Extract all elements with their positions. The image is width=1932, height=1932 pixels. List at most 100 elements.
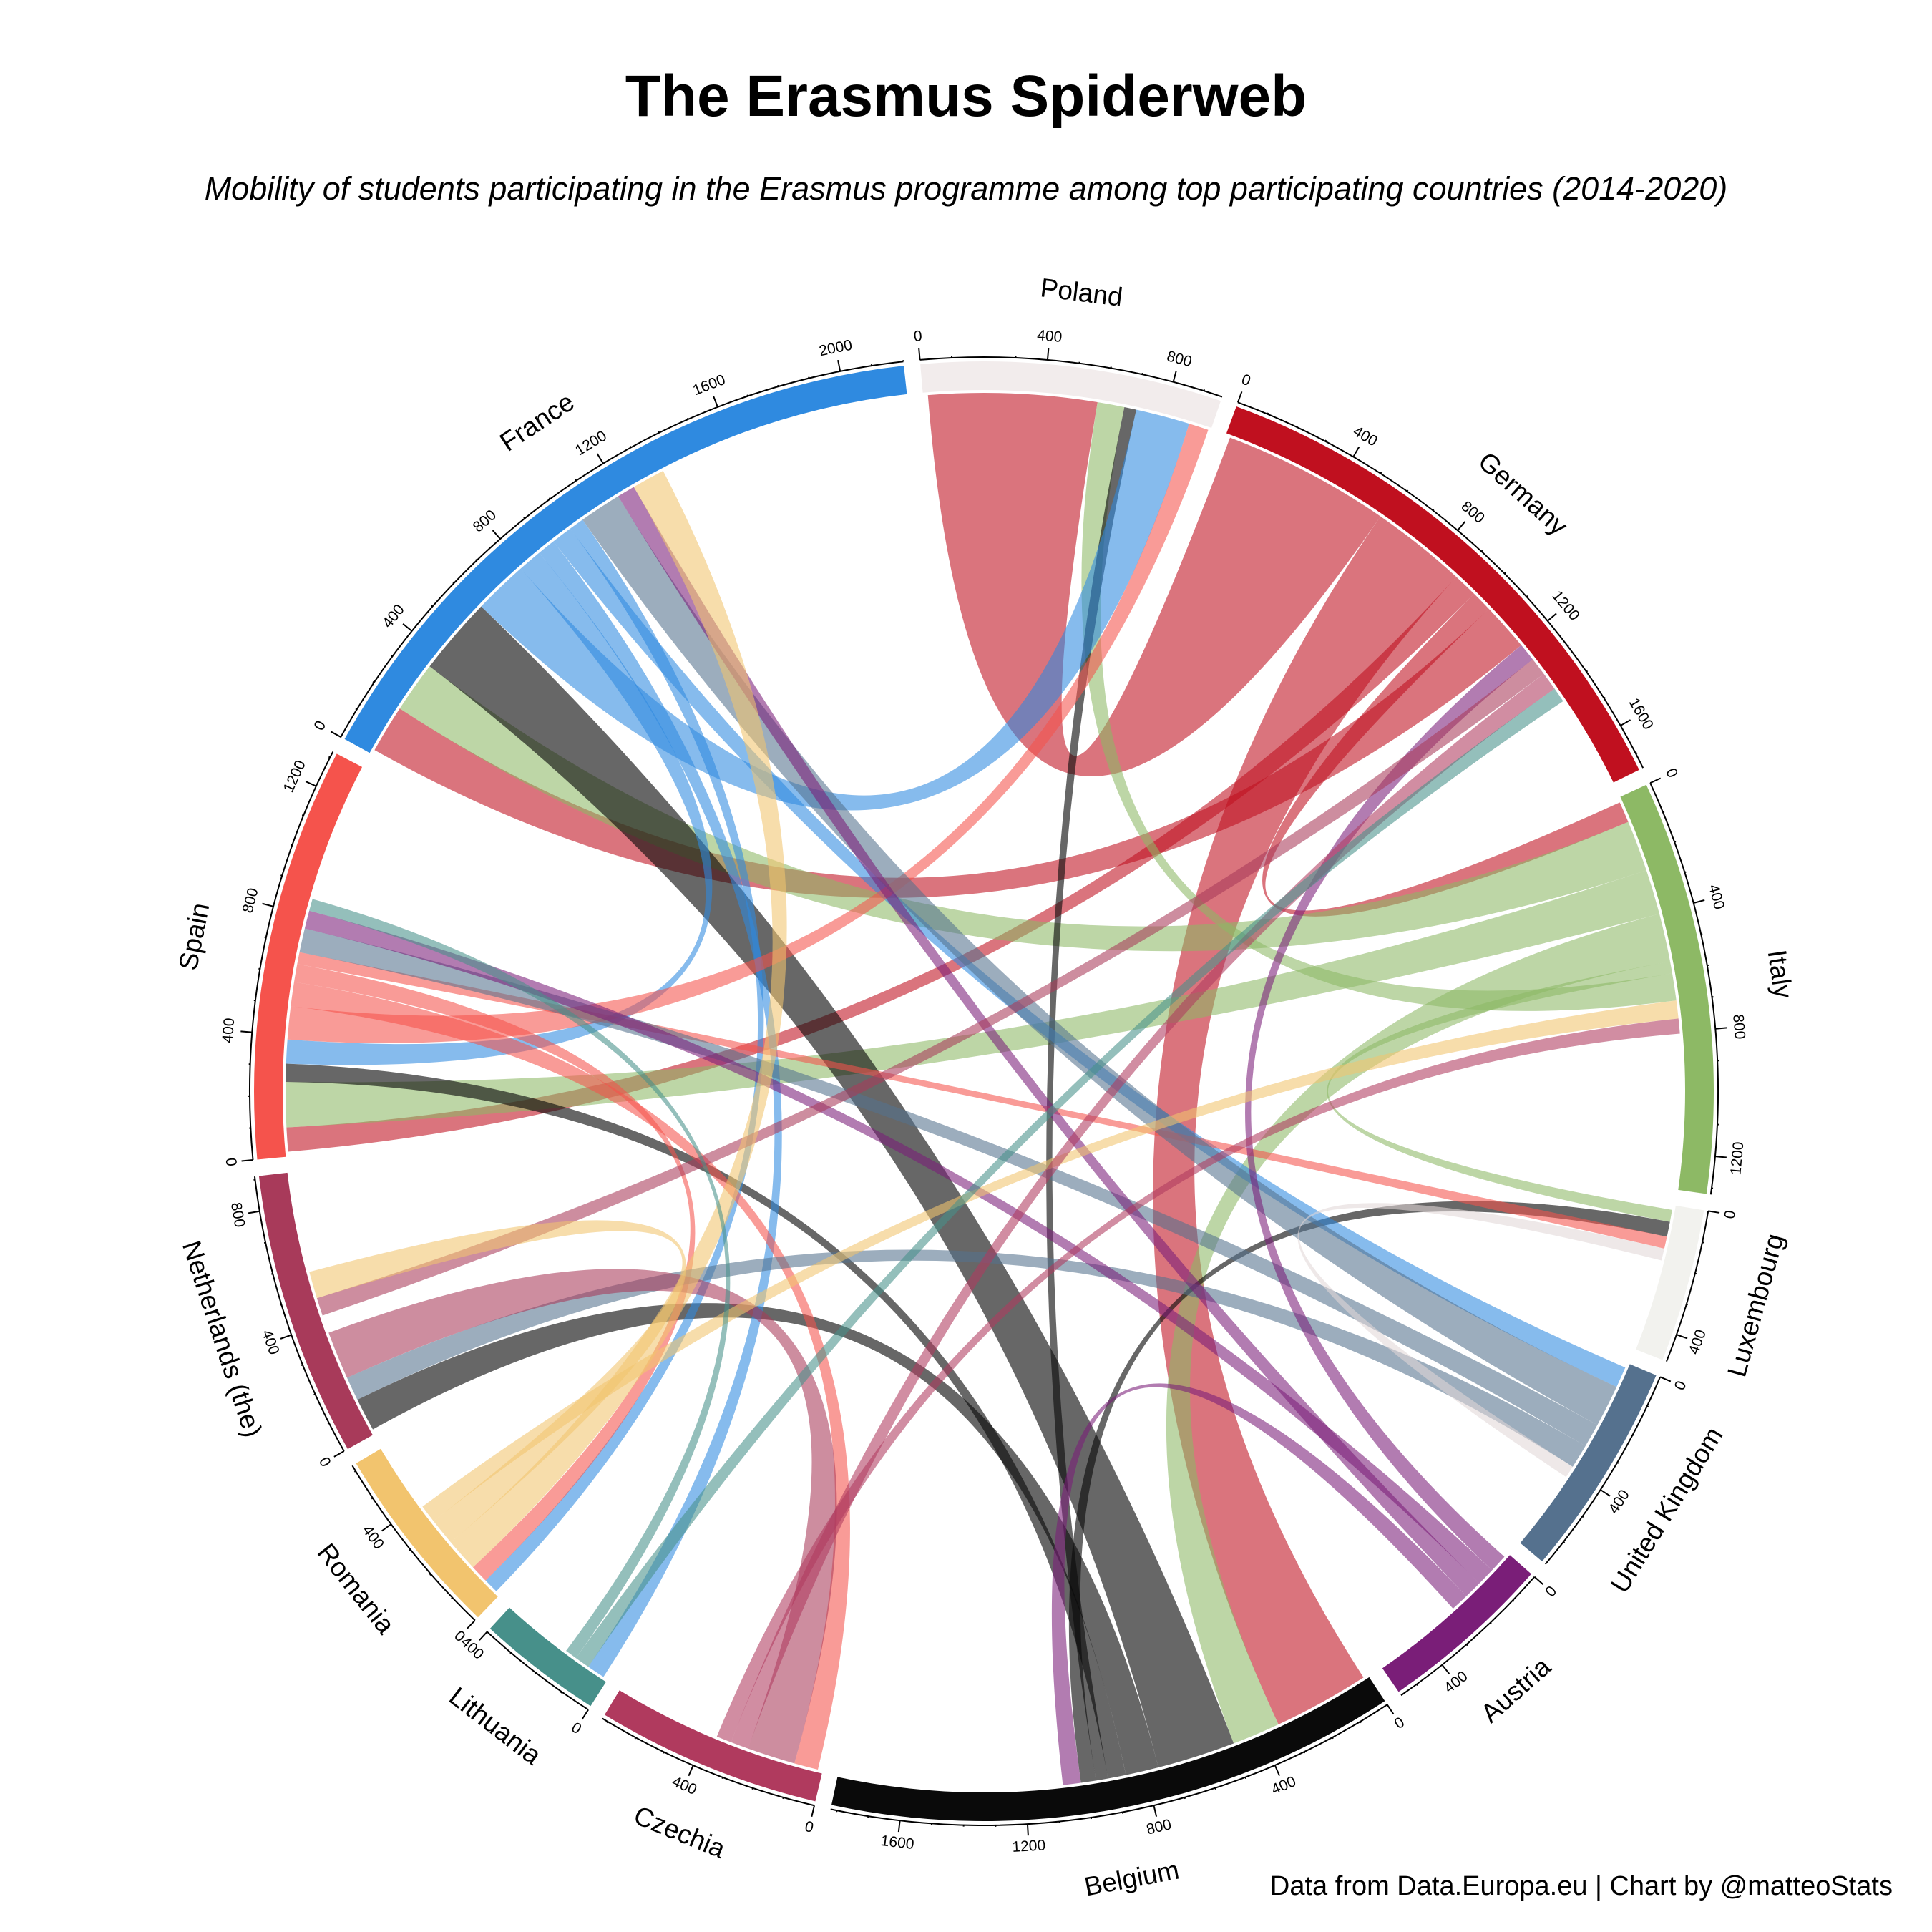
tick-label: 800: [240, 887, 262, 915]
tick-mark: [811, 1805, 816, 1818]
group-axis: [487, 1631, 589, 1711]
tick-label: 400: [1705, 883, 1727, 912]
group-arcs-layer: [240, 348, 1727, 1836]
tick-mark: [1600, 1489, 1611, 1497]
tick-mark: [1214, 1787, 1216, 1790]
tick-mark: [1582, 1516, 1584, 1518]
tick-label: 400: [258, 1328, 282, 1357]
tick-mark: [629, 446, 632, 448]
group-arc-romania: [356, 1448, 498, 1618]
group-axis: [340, 361, 904, 738]
tick-mark: [353, 1470, 356, 1473]
tick-mark: [333, 1450, 345, 1458]
ribbon-united-kingdom-to-spain: [299, 928, 1598, 1446]
tick-mark: [1708, 1210, 1720, 1214]
tick-mark: [492, 530, 501, 540]
tick-label: 0: [1392, 1714, 1407, 1732]
tick-mark: [1674, 841, 1677, 843]
tick-mark: [1153, 1805, 1158, 1817]
ribbon-belgium-to-france: [429, 606, 1234, 1768]
group-arc-poland: [920, 361, 1221, 429]
tick-label: 0: [1239, 371, 1253, 390]
tick-mark: [1662, 811, 1665, 814]
group-arc-belgium: [831, 1677, 1385, 1821]
tick-mark: [1380, 472, 1382, 474]
tick-label: 1600: [1626, 696, 1657, 733]
tick-label: 2000: [818, 337, 854, 360]
group-arc-austria: [1382, 1555, 1532, 1692]
tick-mark: [1324, 439, 1327, 442]
tick-label: 400: [379, 601, 408, 631]
group-axis: [1544, 1376, 1662, 1565]
ribbons-layer: [286, 393, 1680, 1785]
tick-label: 400: [1606, 1487, 1633, 1517]
tick-mark: [372, 680, 375, 683]
tick-mark: [1503, 572, 1506, 575]
group-label-germany: Germany: [1473, 447, 1574, 542]
tick-mark: [1586, 670, 1589, 673]
tick-mark: [431, 605, 433, 608]
group-label-italy: Italy: [1762, 948, 1799, 1001]
group-label-netherlands-the-: Netherlands (the): [177, 1237, 268, 1441]
tick-mark: [1693, 899, 1705, 904]
tick-mark: [330, 731, 341, 738]
group-axis: [602, 1717, 815, 1807]
tick-mark: [402, 623, 413, 632]
group-arc-italy: [1620, 784, 1714, 1194]
tick-mark: [280, 1334, 292, 1340]
tick-mark: [1274, 1765, 1280, 1777]
tick-mark: [1172, 371, 1177, 382]
tick-mark: [509, 1652, 512, 1655]
group-label-poland: Poland: [1039, 273, 1124, 312]
tick-mark: [1465, 1644, 1468, 1646]
tick-label: 0: [1542, 1583, 1560, 1600]
tick-label: 400: [359, 1523, 387, 1553]
group-label-luxembourg: Luxembourg: [1722, 1230, 1789, 1380]
tick-mark: [1386, 1704, 1395, 1715]
tick-label: 800: [470, 507, 500, 535]
tick-mark: [782, 1797, 784, 1800]
tick-mark: [1547, 613, 1557, 622]
tick-mark: [1457, 521, 1466, 531]
tick-mark: [313, 1393, 316, 1396]
tick-mark: [523, 517, 526, 519]
tick-mark: [1236, 391, 1243, 403]
ribbon-netherlands-the--to-czechia: [328, 1269, 837, 1764]
group-arc-netherlands-the-: [258, 1172, 373, 1450]
tick-mark: [1184, 1797, 1186, 1800]
group-label-lithuania: Lithuania: [444, 1682, 547, 1770]
tick-mark: [371, 1497, 374, 1500]
tick-label: 1200: [1012, 1837, 1046, 1855]
tick-mark: [1676, 1334, 1688, 1340]
group-arc-spain: [254, 753, 363, 1160]
tick-label: 0: [804, 1818, 816, 1836]
group-label-spain: Spain: [173, 900, 215, 972]
tick-mark: [897, 1820, 901, 1833]
tick-mark: [658, 431, 660, 434]
tick-mark: [1659, 1376, 1672, 1382]
chart-title: The Erasmus Spiderweb: [625, 64, 1307, 129]
tick-mark: [355, 708, 358, 711]
tick-mark: [1686, 1303, 1689, 1306]
chart-subtitle: Mobility of students participating in th…: [204, 170, 1728, 207]
group-axis: [919, 356, 1223, 398]
tick-mark: [1332, 1737, 1334, 1740]
tick-mark: [1480, 550, 1483, 552]
tick-mark: [1714, 1156, 1727, 1158]
tick-label: 0: [913, 328, 923, 345]
tick-mark: [596, 453, 604, 464]
tick-mark: [560, 1691, 562, 1694]
tick-mark: [1244, 1777, 1246, 1779]
tick-mark: [305, 781, 317, 787]
tick-mark: [1563, 1541, 1566, 1543]
tick-mark: [1416, 1684, 1418, 1686]
tick-mark: [1352, 447, 1360, 457]
ribbon-italy-to-spain: [286, 870, 1660, 1128]
group-axis: [249, 751, 334, 1161]
tick-label: 800: [1165, 348, 1194, 370]
tick-mark: [280, 874, 283, 877]
tick-mark: [746, 394, 748, 396]
tick-label: 0: [1722, 1209, 1740, 1220]
group-axis: [1665, 1211, 1709, 1362]
